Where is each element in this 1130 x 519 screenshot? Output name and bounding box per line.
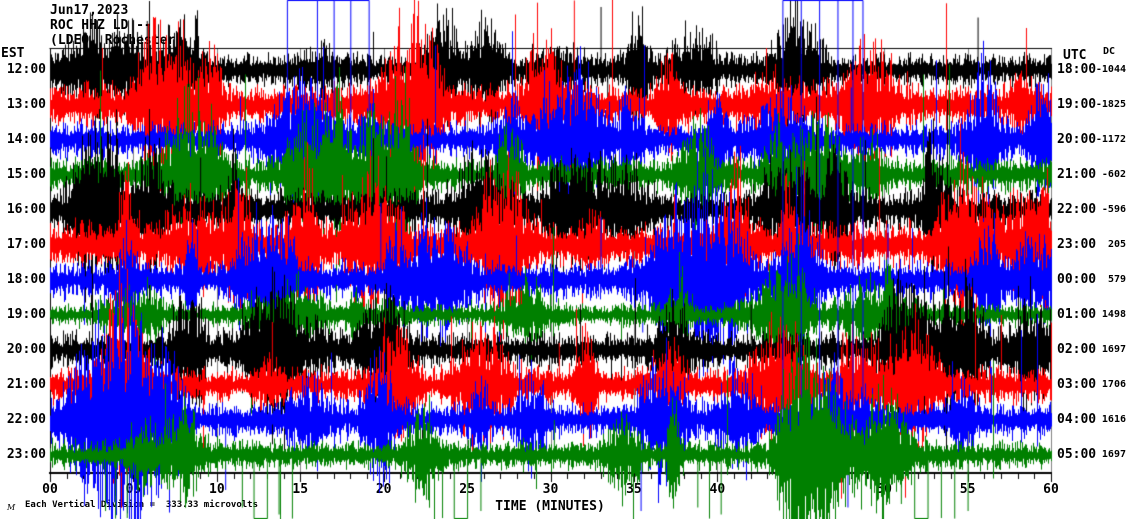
x-tick-label: 25 — [459, 482, 475, 497]
est-time-label: 22:00 — [6, 412, 46, 427]
dc-offset-value: 1498 — [1101, 309, 1126, 320]
dc-offset-value: 1697 — [1101, 449, 1126, 460]
est-time-label: 20:00 — [6, 342, 46, 357]
header-date: Jun17,2023 — [50, 3, 129, 18]
dc-offset-value: 1706 — [1101, 379, 1126, 390]
dc-offset-value: -1044 — [1095, 64, 1126, 75]
waveform-mark-icon: M — [7, 503, 16, 512]
dc-offset-value: 205 — [1107, 239, 1126, 250]
est-time-label: 16:00 — [6, 202, 46, 217]
dc-offset-value: 1697 — [1101, 344, 1126, 355]
x-tick-label: 15 — [292, 482, 309, 497]
x-tick-label: 20 — [375, 482, 392, 497]
est-axis-title: EST — [1, 46, 25, 61]
x-tick-label: 40 — [709, 482, 726, 497]
dc-offset-value: 579 — [1107, 274, 1126, 285]
dc-offset-value: 1616 — [1101, 414, 1126, 425]
x-tick-label: 00 — [42, 482, 58, 497]
est-time-label: 19:00 — [6, 307, 46, 322]
est-time-label: 23:00 — [6, 447, 46, 462]
x-tick-label: 35 — [626, 482, 642, 497]
est-time-label: 21:00 — [6, 377, 46, 392]
scale-note: Each Vertical Division = 333.33 microvol… — [25, 500, 258, 510]
x-tick-label: 60 — [1043, 482, 1059, 497]
utc-axis-title: UTC — [1063, 48, 1087, 63]
est-time-label: 17:00 — [6, 237, 46, 252]
header-station: ROC HHZ LD -- — [50, 18, 152, 33]
dc-offset-value: -602 — [1101, 169, 1126, 180]
x-tick-label: 30 — [542, 482, 559, 497]
x-tick-label: 50 — [876, 482, 892, 497]
dc-offset-value: -1825 — [1095, 99, 1126, 110]
dc-axis-title: DC — [1103, 46, 1116, 57]
est-time-label: 15:00 — [6, 167, 46, 182]
x-tick-label: 45 — [792, 482, 809, 497]
est-time-label: 12:00 — [6, 62, 46, 77]
est-time-label: 18:00 — [6, 272, 46, 287]
x-axis-label: TIME (MINUTES) — [495, 499, 605, 514]
x-tick-label: 05 — [125, 482, 142, 497]
x-tick-label: 55 — [959, 482, 976, 497]
dc-offset-value: -1172 — [1095, 134, 1126, 145]
dc-offset-value: -596 — [1101, 204, 1126, 215]
x-tick-label: 10 — [209, 482, 225, 497]
est-time-label: 14:00 — [6, 132, 46, 147]
header-site: (LDEO, Rochester) — [50, 33, 184, 48]
est-time-label: 13:00 — [6, 97, 46, 112]
